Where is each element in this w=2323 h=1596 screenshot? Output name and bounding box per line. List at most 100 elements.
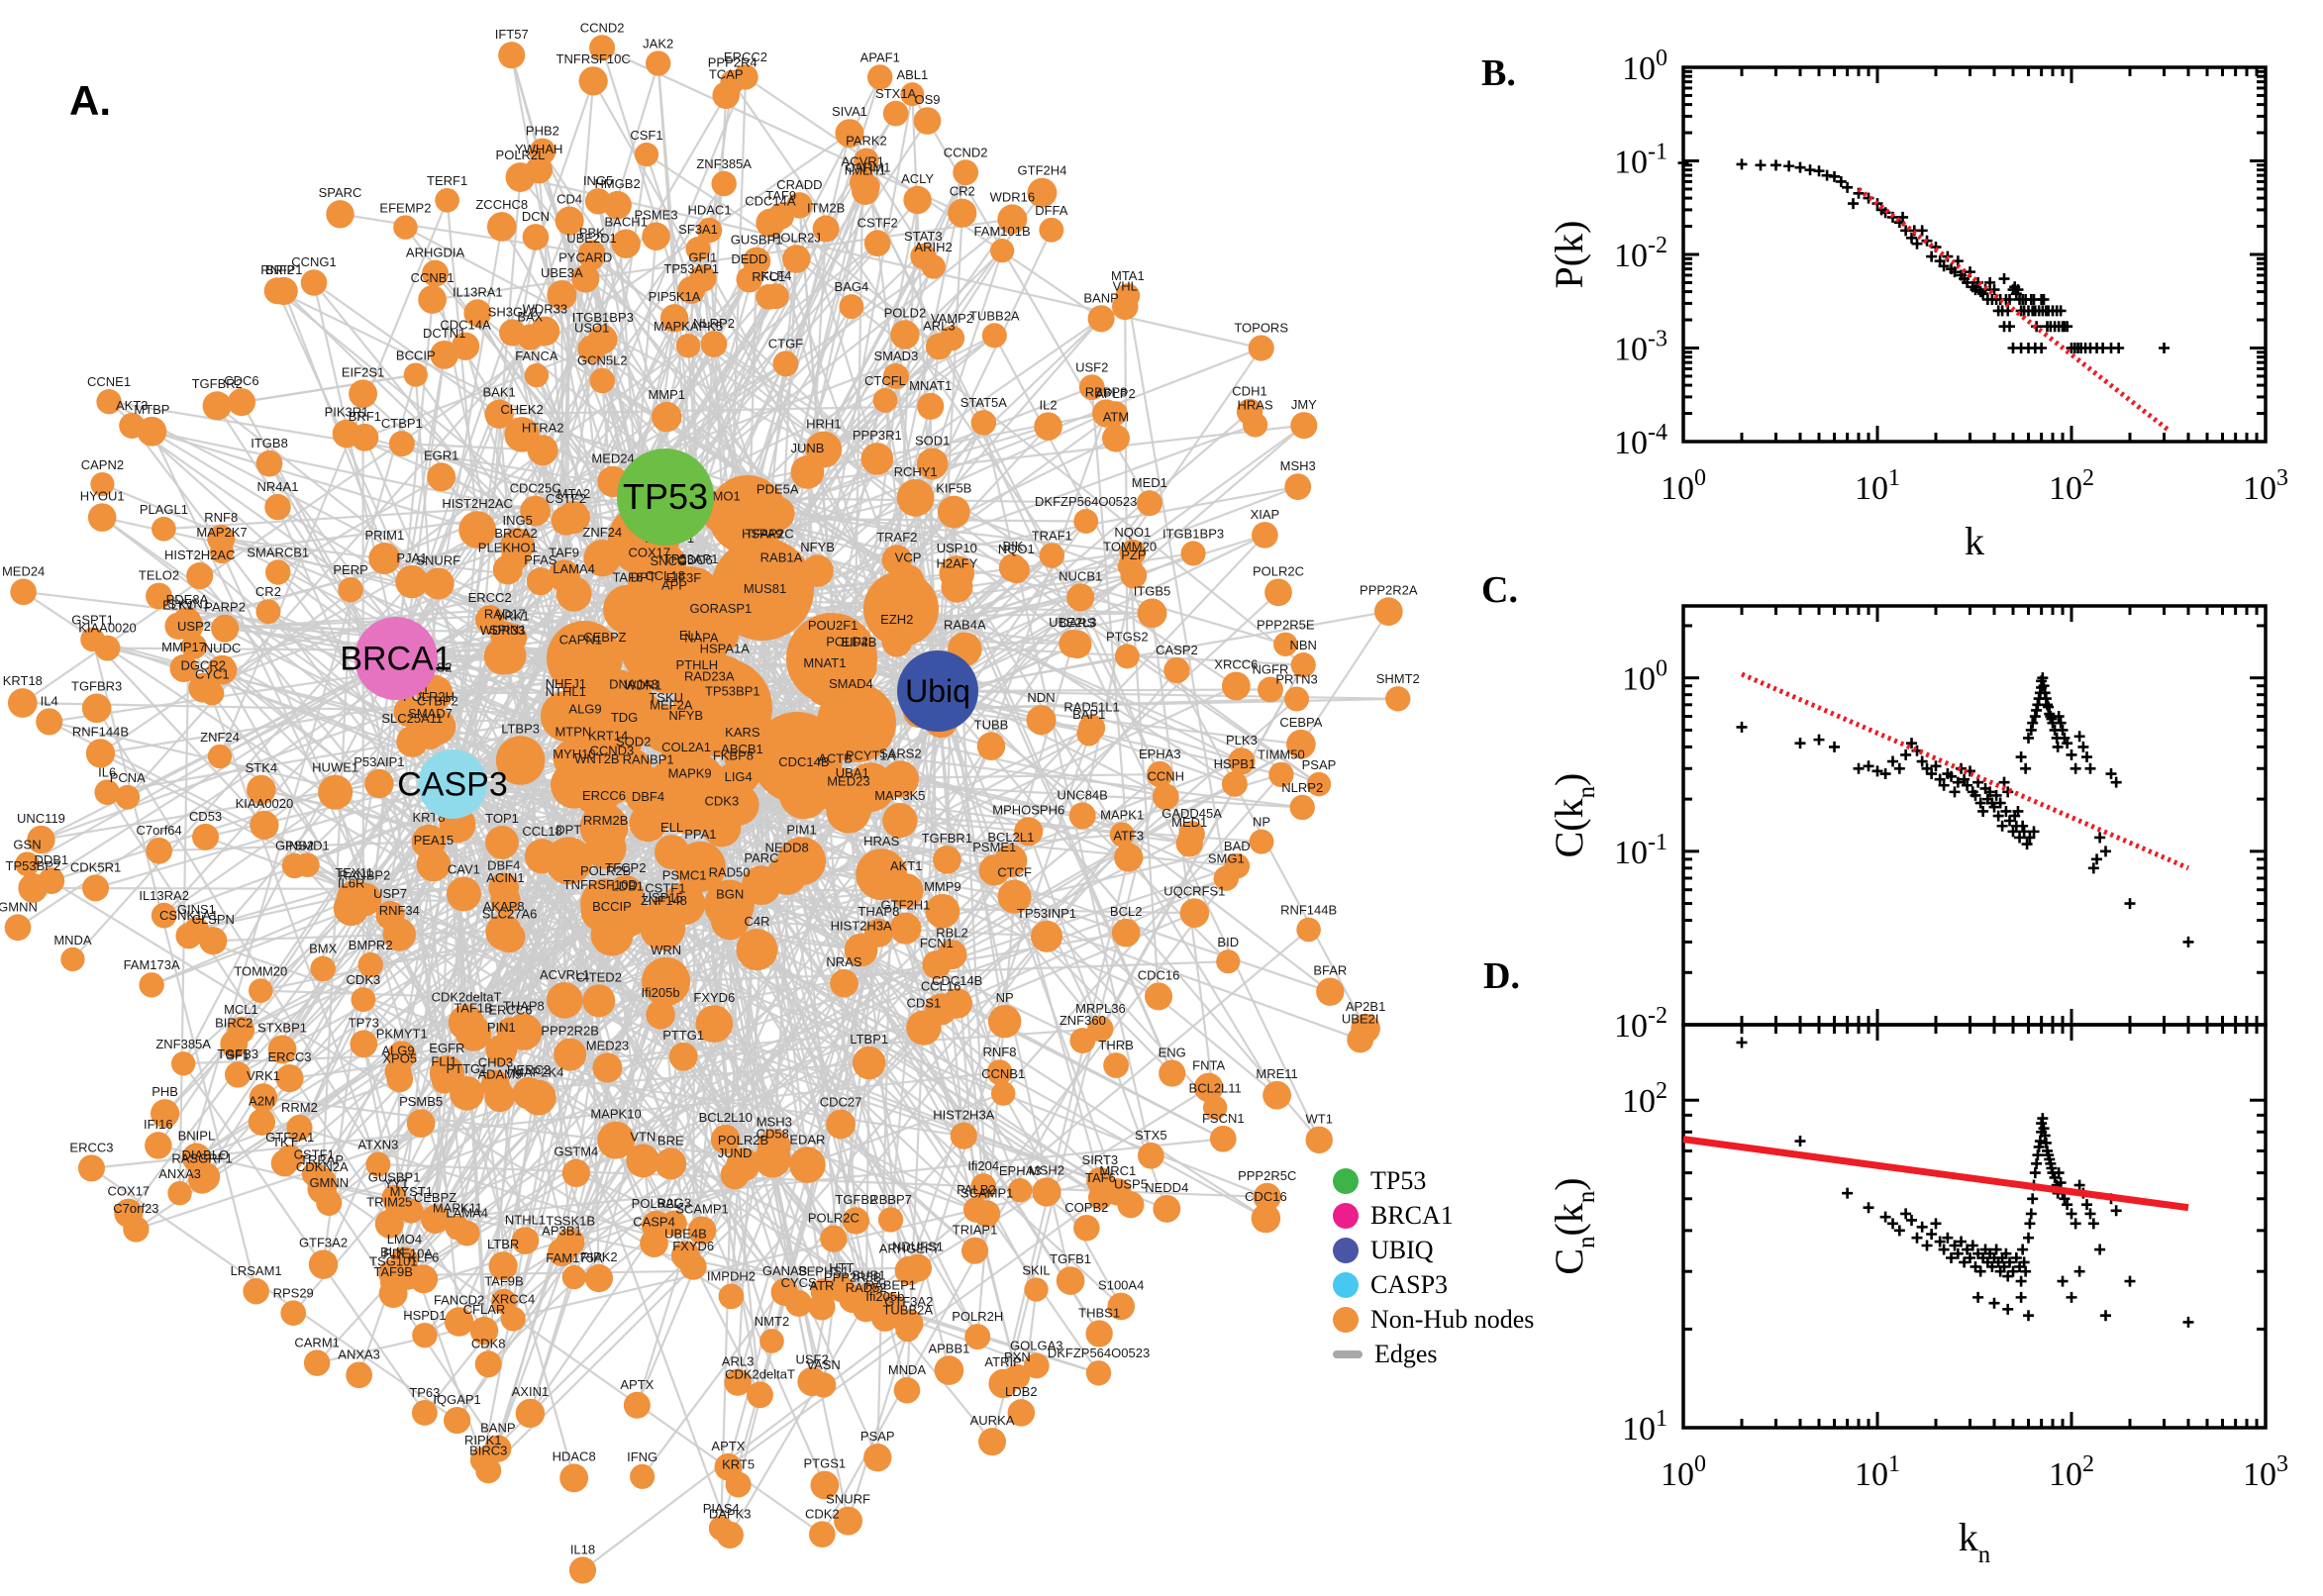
network-node — [916, 448, 949, 480]
network-edge — [529, 827, 723, 1414]
network-node — [463, 299, 492, 328]
network-node — [151, 1099, 180, 1129]
scatter-point — [2018, 826, 2030, 838]
network-node-label: NLRP2 — [693, 316, 735, 331]
network-node-label: ABL1 — [896, 67, 928, 82]
network-node-label: THAP8 — [503, 999, 545, 1014]
scatter-point — [2094, 832, 2106, 844]
network-node — [742, 247, 771, 275]
tick-label: 100 — [1622, 656, 1667, 698]
network-node-label: MTA1 — [1111, 268, 1145, 283]
network-node-label: ITGB1BP3 — [1162, 526, 1224, 541]
network-node — [249, 1083, 278, 1112]
scatter-point — [2004, 321, 2016, 333]
network-node-label: CDC25C — [510, 481, 561, 496]
scatter-point — [2057, 724, 2069, 736]
network-node-label: APBB1 — [928, 1341, 969, 1355]
network-node — [1180, 541, 1206, 566]
network-node — [559, 1463, 589, 1493]
scatter-point — [2113, 343, 2125, 353]
network-node-label: IQGAP1 — [433, 1392, 480, 1407]
network-node — [1289, 794, 1315, 821]
network-node-label: RANBP1 — [623, 752, 674, 767]
scatter-point — [2182, 936, 2194, 948]
network-node — [989, 239, 1015, 263]
network-node-label: TFCP2 — [605, 860, 646, 875]
network-node-label: OS9 — [915, 92, 941, 107]
network-node-label: hMLH1 — [845, 162, 886, 177]
legend-item-non-hub-nodes: Non-Hub nodes — [1333, 1307, 1534, 1333]
network-node-label: EIF4B — [841, 635, 876, 649]
scatter-point — [1916, 1221, 1928, 1233]
scatter-point — [2029, 1167, 2041, 1179]
network-node — [736, 929, 778, 971]
network-node — [1193, 1072, 1224, 1103]
network-node — [1179, 898, 1210, 928]
network-node-label: TSSK1B — [546, 1213, 595, 1228]
network-edge — [456, 932, 880, 1230]
network-node-label: TGFBR2 — [192, 376, 243, 391]
network-node — [1286, 729, 1316, 759]
network-node-label: AKT3 — [116, 398, 149, 413]
network-node-label: NEDD8 — [765, 840, 809, 854]
network-node-label: NP — [996, 990, 1014, 1005]
scatter-point — [1956, 762, 1968, 774]
network-node-label: TSG101 — [369, 1254, 417, 1269]
hub-label-brca1: BRCA1 — [340, 641, 452, 678]
network-node-label: CCNB1 — [411, 270, 454, 285]
network-node-label: CTCFL — [864, 373, 906, 388]
network-node — [942, 988, 972, 1019]
network-node-label: ACVRL1 — [540, 967, 590, 982]
network-node-label: TCAP — [709, 66, 744, 81]
network-node-label: MAP2K4 — [513, 1065, 563, 1080]
scatter-point — [1911, 238, 1923, 249]
network-node — [94, 779, 120, 806]
network-node-label: PSAP — [860, 1429, 895, 1444]
network-node-label: ANXA3 — [338, 1347, 380, 1361]
network-node-label: COPB2 — [1064, 1200, 1108, 1215]
network-node-label: PEA15 — [414, 833, 454, 848]
scatter-point — [2057, 1275, 2069, 1287]
network-node-label: PXN — [1004, 1349, 1031, 1364]
scatter-point — [1934, 773, 1946, 785]
network-node — [255, 599, 281, 625]
network-node-label: TP53INP1 — [1017, 906, 1076, 921]
network-node-label: RNF34 — [379, 903, 420, 918]
network-node-label: HERC2 — [507, 1062, 551, 1077]
network-node — [398, 1198, 424, 1224]
network-node-label: GTF2H4 — [1018, 163, 1067, 178]
network-node — [498, 42, 526, 69]
network-edge — [95, 707, 485, 1332]
network-node-label: BIRC2 — [215, 1015, 252, 1030]
network-node-label: BAG4 — [835, 279, 869, 294]
network-node — [1262, 1080, 1291, 1110]
network-node-label: BAG3 — [656, 1196, 691, 1211]
scatter-point — [2084, 1208, 2096, 1220]
network-node-label: ACLY — [901, 171, 934, 186]
network-edge — [664, 218, 1014, 498]
network-node — [484, 1435, 512, 1462]
network-svg: TP53AP1 ALG9 RNF144B ITGB1BP3 EPHA3 SCAMP1 GUS… — [0, 20, 1420, 1584]
network-node-label: GUSBP1 — [731, 233, 783, 248]
scatter-point — [2002, 1303, 2014, 1315]
network-node — [1146, 760, 1173, 788]
network-node — [488, 637, 527, 675]
legend-circle-swatch — [1333, 1272, 1359, 1298]
network-node — [881, 627, 912, 657]
network-node — [1059, 630, 1087, 658]
network-node — [1316, 977, 1345, 1006]
network-node — [830, 648, 864, 683]
network-node-label: PSAP — [1302, 757, 1337, 772]
network-node — [152, 516, 176, 542]
network-node-label: CSTF2 — [546, 491, 586, 506]
network-node-label: NFYB — [800, 540, 835, 554]
network-node-label: PPP2R2B — [541, 1024, 599, 1039]
network-node — [630, 1463, 656, 1489]
network-node-label: MAPK1 — [1100, 807, 1144, 822]
network-node — [115, 784, 141, 810]
network-node-label: CSF1 — [630, 128, 662, 143]
network-node-label: DBF4 — [632, 789, 664, 804]
network-node-label: STAT5A — [960, 395, 1008, 410]
scatter-point — [2000, 1247, 2012, 1259]
network-node-label: ERCC6 — [488, 1002, 532, 1017]
